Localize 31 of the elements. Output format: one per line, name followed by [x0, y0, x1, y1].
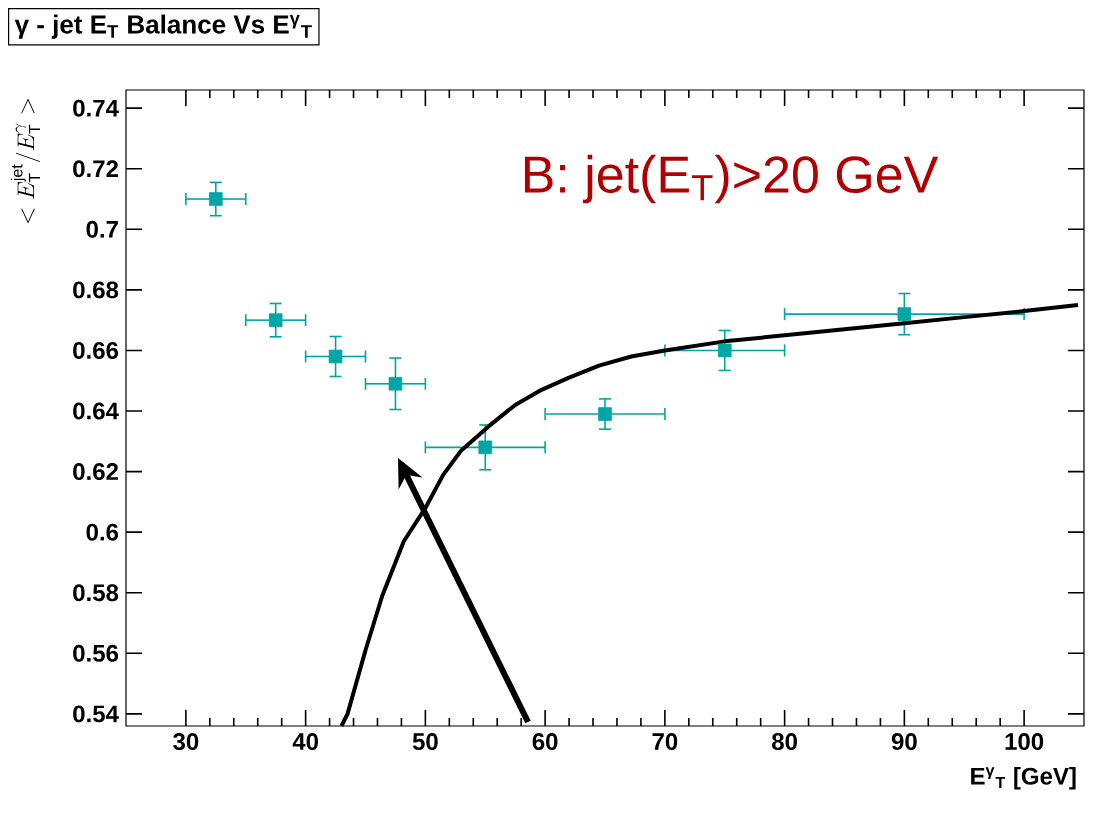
y-tick-label: 0.66 — [73, 341, 119, 359]
point — [897, 307, 912, 321]
y-tick-label: 0.7 — [86, 220, 118, 238]
x-tick-label: 30 — [173, 733, 199, 751]
chart-title: γ - jet E$_{T}$ Balance Vs E$^{γ}$T — [14, 14, 312, 39]
point — [598, 407, 612, 421]
point — [268, 313, 283, 327]
point — [209, 192, 223, 206]
y-tick-label: 0.72 — [73, 160, 118, 178]
y-tick-label: 0.64 — [73, 402, 119, 420]
x-tick-label: 80 — [772, 733, 797, 751]
x-tick-label: 70 — [652, 733, 678, 751]
point — [717, 343, 732, 358]
x-tick-label: 50 — [412, 733, 438, 751]
y-tick-label: 0.58 — [73, 584, 119, 602]
x-tick-label: 60 — [532, 733, 558, 751]
y-tick-label: 0.62 — [73, 463, 118, 481]
x-axis-title: E$^{γ}$$_{T}$ [GeV] — [971, 767, 1076, 790]
x-tick-label: 100 — [1005, 733, 1044, 751]
x-tick-label: 90 — [891, 733, 917, 751]
annotation: B: jet(E$_{T}$)>20 GeV — [524, 154, 939, 204]
y-tick-label: 0.6 — [86, 523, 119, 541]
y-tick-label: 0.68 — [73, 281, 119, 299]
y-tick-label: 0.54 — [73, 705, 119, 723]
point — [388, 376, 403, 391]
point — [478, 440, 493, 455]
y-tick-label: 0.74 — [73, 99, 119, 117]
x-tick-label: 40 — [292, 733, 318, 751]
y-axis-title: $<E^{\mathrm{jet}}_{\mathrm{T}}/E^{\gamma}_{\mathrm{T}}>$ — [10, 99, 40, 223]
y-tick-label: 0.56 — [73, 644, 119, 662]
point — [328, 349, 343, 364]
